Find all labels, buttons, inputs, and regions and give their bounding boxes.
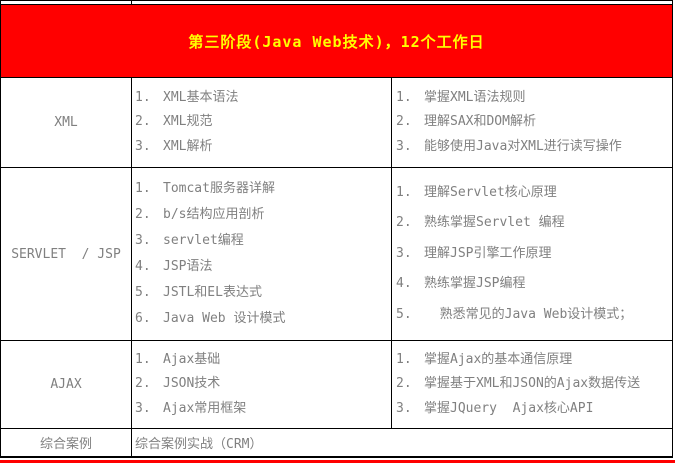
list-item: 4. JSP语法 xyxy=(135,258,391,274)
topics-cell: 1. Tomcat服务器详解 2. b/s结构应用剖析 3. servlet编程 4.… xyxy=(132,168,392,340)
item-text: 掌握基于XML和JSON的Ajax数据传送 xyxy=(424,376,641,392)
list-item: 2. JSON技术 xyxy=(135,376,391,392)
list-item: 5. JSTL和EL表达式 xyxy=(135,284,391,300)
table-row-servlet-jsp: SERVLET / JSP 1. Tomcat服务器详解 2. b/s结构应用剖析 … xyxy=(1,168,672,341)
item-text: 掌握JQuery Ajax核心API xyxy=(424,400,594,416)
case-study-cell: 综合案例实战（CRM） xyxy=(135,437,263,452)
item-number: 3. xyxy=(396,139,412,155)
bottom-accent-line xyxy=(0,460,675,463)
goals-cell: 1. 理解Servlet核心原理 2. 熟练掌握Servlet 编程 3. 理解JSP… xyxy=(392,168,672,340)
item-text: 熟练掌握Servlet 编程 xyxy=(424,215,565,231)
goals-cell: 1. 掌握XML语法规则 2. 理解SAX和DOM解析 3. 能够使用Java对XML… xyxy=(392,78,672,167)
item-number: 3. xyxy=(135,139,151,155)
goals-cell: 1. 掌握Ajax的基本通信原理 2. 掌握基于XML和JSON的Ajax数据传送 … xyxy=(392,341,672,428)
top-remnant-strip xyxy=(1,1,672,4)
list-item: 3. Ajax常用框架 xyxy=(135,400,391,416)
item-text: Java Web 设计模式 xyxy=(163,310,286,326)
item-text: XML解析 xyxy=(163,139,213,155)
item-text: JSON技术 xyxy=(163,376,221,392)
item-number: 1. xyxy=(396,352,412,368)
list-item: 2. 熟练掌握Servlet 编程 xyxy=(396,215,672,231)
list-item: 3. 掌握JQuery Ajax核心API xyxy=(396,400,672,416)
table-row-ajax: AJAX 1. Ajax基础 2. JSON技术 3. Ajax常用框架 1. 掌握Aj… xyxy=(1,341,672,429)
item-number: 5. xyxy=(396,306,412,322)
item-number: 4. xyxy=(396,276,412,292)
item-text: Ajax常用框架 xyxy=(163,400,247,416)
list-item: 4. 熟练掌握JSP编程 xyxy=(396,276,672,292)
item-number: 1. xyxy=(396,89,412,105)
stage-title: 第三阶段(Java Web技术)，12个工作日 xyxy=(188,32,485,51)
list-item: 3. XML解析 xyxy=(135,139,391,155)
item-text: b/s结构应用剖析 xyxy=(163,206,265,222)
list-item: 2. b/s结构应用剖析 xyxy=(135,206,391,222)
item-number: 1. xyxy=(135,89,151,105)
list-item: 2. XML规范 xyxy=(135,114,391,130)
item-text: XML规范 xyxy=(163,114,213,130)
list-item: 1. Tomcat服务器详解 xyxy=(135,180,391,196)
item-text: 理解Servlet核心原理 xyxy=(424,185,557,201)
list-item: 6. Java Web 设计模式 xyxy=(135,310,391,326)
list-item: 1. 掌握Ajax的基本通信原理 xyxy=(396,352,672,368)
list-item: 5. 熟悉常见的Java Web设计模式； xyxy=(396,306,672,322)
item-number: 4. xyxy=(135,258,151,274)
list-item: 3. servlet编程 xyxy=(135,232,391,248)
item-number: 6. xyxy=(135,310,151,326)
item-text: 理解JSP引擎工作原理 xyxy=(424,245,552,261)
item-text: JSTL和EL表达式 xyxy=(163,284,262,300)
item-text: 理解SAX和DOM解析 xyxy=(424,114,536,130)
item-text: 熟悉常见的Java Web设计模式； xyxy=(424,306,633,322)
category-cell: AJAX xyxy=(1,341,132,428)
item-text: 掌握XML语法规则 xyxy=(424,89,526,105)
list-item: 2. 掌握基于XML和JSON的Ajax数据传送 xyxy=(396,376,672,392)
topics-cell: 1. XML基本语法 2. XML规范 3. XML解析 xyxy=(132,78,392,167)
item-number: 1. xyxy=(396,185,412,201)
item-number: 1. xyxy=(135,180,151,196)
list-item: 1. XML基本语法 xyxy=(135,89,391,105)
item-text: 掌握Ajax的基本通信原理 xyxy=(424,352,573,368)
category-cell: XML xyxy=(1,78,132,167)
item-number: 3. xyxy=(135,400,151,416)
item-number: 2. xyxy=(396,215,412,231)
item-number: 2. xyxy=(396,114,412,130)
category-cell: 综合案例 xyxy=(1,429,132,456)
item-text: 熟练掌握JSP编程 xyxy=(424,276,526,292)
item-number: 1. xyxy=(135,352,151,368)
item-text: XML基本语法 xyxy=(163,89,239,105)
topics-cell: 1. Ajax基础 2. JSON技术 3. Ajax常用框架 xyxy=(132,341,392,428)
item-number: 3. xyxy=(396,245,412,261)
category-cell: SERVLET / JSP xyxy=(1,168,132,340)
item-text: Ajax基础 xyxy=(163,352,221,368)
item-text: JSP语法 xyxy=(163,258,213,274)
top-remnant-divider xyxy=(131,1,132,4)
item-number: 2. xyxy=(396,376,412,392)
list-item: 1. 理解Servlet核心原理 xyxy=(396,185,672,201)
item-number: 3. xyxy=(396,400,412,416)
item-number: 2. xyxy=(135,206,151,222)
table-row-case-study: 综合案例 综合案例实战（CRM） xyxy=(1,429,672,457)
list-item: 3. 能够使用Java对XML进行读写操作 xyxy=(396,139,672,155)
item-text: 能够使用Java对XML进行读写操作 xyxy=(424,139,622,155)
item-number: 2. xyxy=(135,376,151,392)
table-row-xml: XML 1. XML基本语法 2. XML规范 3. XML解析 1. 掌握XML语法规… xyxy=(1,78,672,168)
item-text: servlet编程 xyxy=(163,232,244,248)
item-number: 3. xyxy=(135,232,151,248)
item-number: 5. xyxy=(135,284,151,300)
list-item: 2. 理解SAX和DOM解析 xyxy=(396,114,672,130)
list-item: 1. Ajax基础 xyxy=(135,352,391,368)
item-text: Tomcat服务器详解 xyxy=(163,180,275,196)
stage-banner: 第三阶段(Java Web技术)，12个工作日 xyxy=(1,4,672,78)
item-number: 2. xyxy=(135,114,151,130)
list-item: 3. 理解JSP引擎工作原理 xyxy=(396,245,672,261)
list-item: 1. 掌握XML语法规则 xyxy=(396,89,672,105)
